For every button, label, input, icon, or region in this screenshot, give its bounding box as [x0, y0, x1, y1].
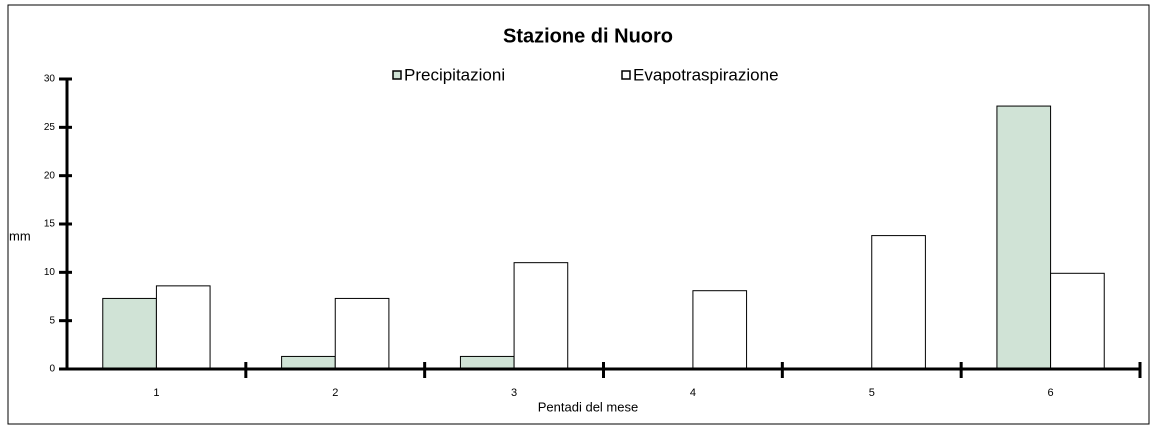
bar	[155, 285, 211, 370]
bar	[996, 105, 1052, 370]
bar	[102, 297, 157, 370]
bar	[334, 297, 390, 370]
y-tick-label: 10	[44, 267, 56, 278]
y-axis-label: mm	[9, 228, 31, 243]
y-tick-label: 30	[44, 74, 56, 85]
x-tick-label: 3	[511, 387, 517, 399]
bar	[513, 262, 569, 370]
y-tick-label: 5	[49, 315, 55, 326]
bar	[281, 355, 336, 370]
bar	[692, 290, 748, 370]
x-tick-label: 6	[1048, 387, 1054, 399]
y-tick-label: 15	[44, 219, 56, 230]
x-tick-label: 4	[690, 387, 696, 399]
y-tick-label: 25	[44, 122, 56, 133]
bar	[459, 355, 515, 370]
legend-label: Evapotraspirazione	[633, 65, 779, 84]
y-tick-label: 0	[49, 364, 55, 375]
x-tick-label: 5	[869, 387, 875, 399]
bar	[871, 235, 926, 370]
chart-title: Stazione di Nuoro	[503, 25, 673, 47]
legend-swatch	[621, 70, 631, 80]
bar	[1050, 272, 1105, 370]
x-tick-label: 2	[332, 387, 338, 399]
x-axis-label: Pentadi del mese	[538, 399, 638, 414]
legend-swatch	[392, 70, 402, 80]
y-tick-label: 20	[44, 170, 56, 181]
x-tick-label: 1	[153, 387, 159, 399]
legend-label: Precipitazioni	[404, 65, 505, 84]
